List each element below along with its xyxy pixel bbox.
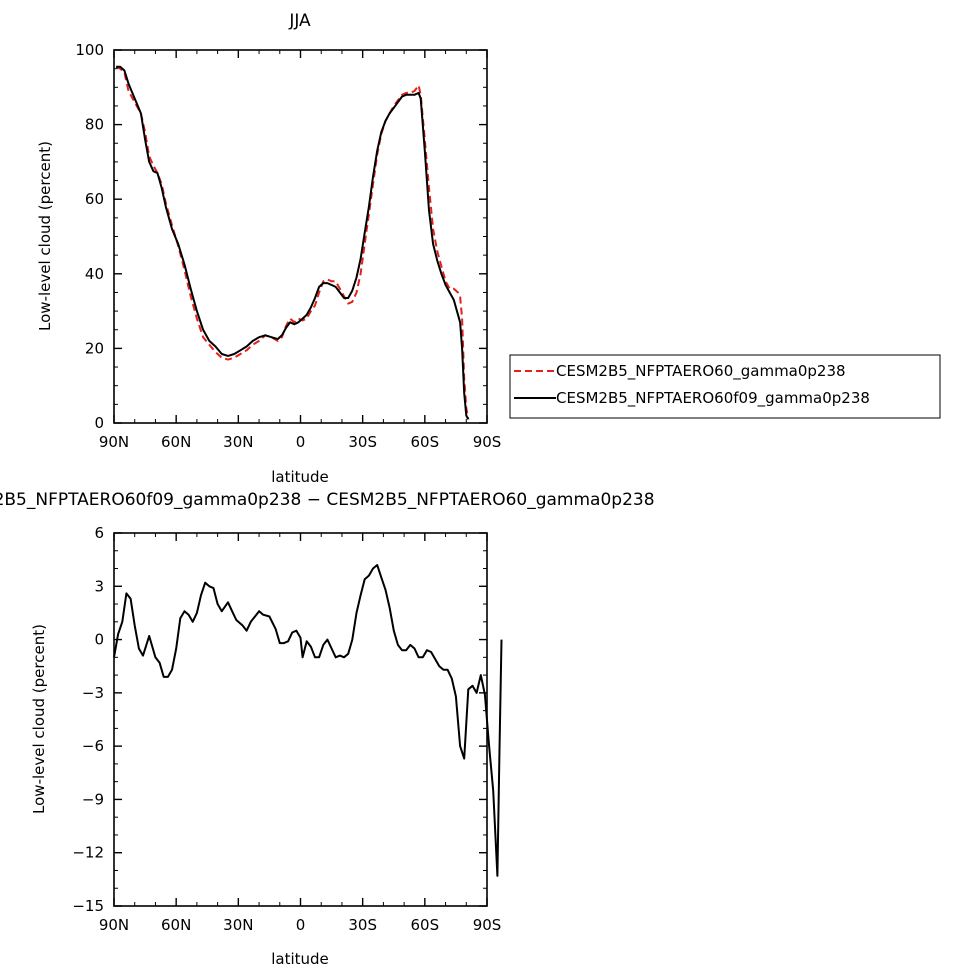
bottom-y-tick-label: −6: [82, 737, 104, 755]
bottom-y-tick-label: −3: [82, 684, 104, 702]
top-chart: JJA 90N 60N 30N 0 30S 60S 90S 0 20 40 60 80 100 lati…: [36, 11, 941, 486]
top-series-group: [115, 65, 470, 420]
bottom-x-axis-label: latitude: [271, 950, 329, 968]
top-x-tick-label: 90N: [99, 433, 129, 451]
bottom-x-tick-label: 30N: [223, 916, 253, 934]
top-x-tick-label: 30N: [223, 433, 253, 451]
top-y-tick-label: 0: [94, 414, 104, 432]
top-y-tick-label: 60: [85, 190, 104, 208]
bottom-y-tick-label: 0: [94, 631, 104, 649]
bottom-x-tick-label: 0: [296, 916, 306, 934]
bottom-y-tick-label: −9: [82, 790, 104, 808]
bottom-x-tick-label: 90N: [99, 916, 129, 934]
top-series-line-1: [116, 65, 470, 420]
legend-label-series-b: CESM2B5_NFPTAERO60f09_gamma0p238: [556, 389, 870, 408]
top-chart-title: JJA: [288, 11, 311, 31]
bottom-y-tick-label: 6: [94, 524, 104, 542]
bottom-chart: CESM2B5_NFPTAERO60f09_gamma0p238 − CESM2…: [0, 490, 655, 968]
bottom-x-tick-label: 30S: [348, 916, 377, 934]
top-y-tick-label: 40: [85, 265, 104, 283]
bottom-chart-title: CESM2B5_NFPTAERO60f09_gamma0p238 − CESM2…: [0, 490, 655, 510]
bottom-y-tick-label: 3: [94, 577, 104, 595]
bottom-series-line-0: [113, 564, 503, 877]
top-x-axis-label: latitude: [271, 468, 329, 486]
legend: CESM2B5_NFPTAERO60_gamma0p238 CESM2B5_NF…: [509, 354, 941, 419]
top-x-tick-label: 90S: [473, 433, 502, 451]
bottom-x-tick-label: 60N: [161, 916, 191, 934]
bottom-series-group: [113, 564, 503, 877]
bottom-y-tick-label: −12: [72, 844, 104, 862]
legend-frame: [509, 354, 941, 419]
top-tick-labels: 90N 60N 30N 0 30S 60S 90S 0 20 40 60 80 100: [75, 41, 501, 451]
top-y-tick-label: 20: [85, 339, 104, 357]
legend-label-series-a: CESM2B5_NFPTAERO60_gamma0p238: [556, 362, 846, 381]
bottom-x-tick-label: 60S: [411, 916, 440, 934]
top-axis-ticks: [113, 49, 488, 424]
top-plot-frame: [113, 49, 488, 424]
bottom-tick-labels: 90N 60N 30N 0 30S 60S 90S 6 3 0 −3 −6 −9 −12 −15: [72, 524, 501, 934]
top-series-line-0: [115, 65, 470, 420]
top-y-axis-label: Low-level cloud (percent): [36, 141, 54, 331]
top-y-tick-label: 80: [85, 116, 104, 134]
bottom-y-tick-label: −15: [72, 897, 104, 915]
top-x-tick-label: 0: [296, 433, 306, 451]
top-x-tick-label: 30S: [348, 433, 377, 451]
top-x-tick-label: 60S: [411, 433, 440, 451]
bottom-x-tick-label: 90S: [473, 916, 502, 934]
top-y-tick-label: 100: [75, 41, 104, 59]
top-x-tick-label: 60N: [161, 433, 191, 451]
bottom-axis-ticks: [113, 532, 488, 907]
bottom-plot-frame: [113, 532, 488, 907]
bottom-y-axis-label: Low-level cloud (percent): [30, 624, 48, 814]
